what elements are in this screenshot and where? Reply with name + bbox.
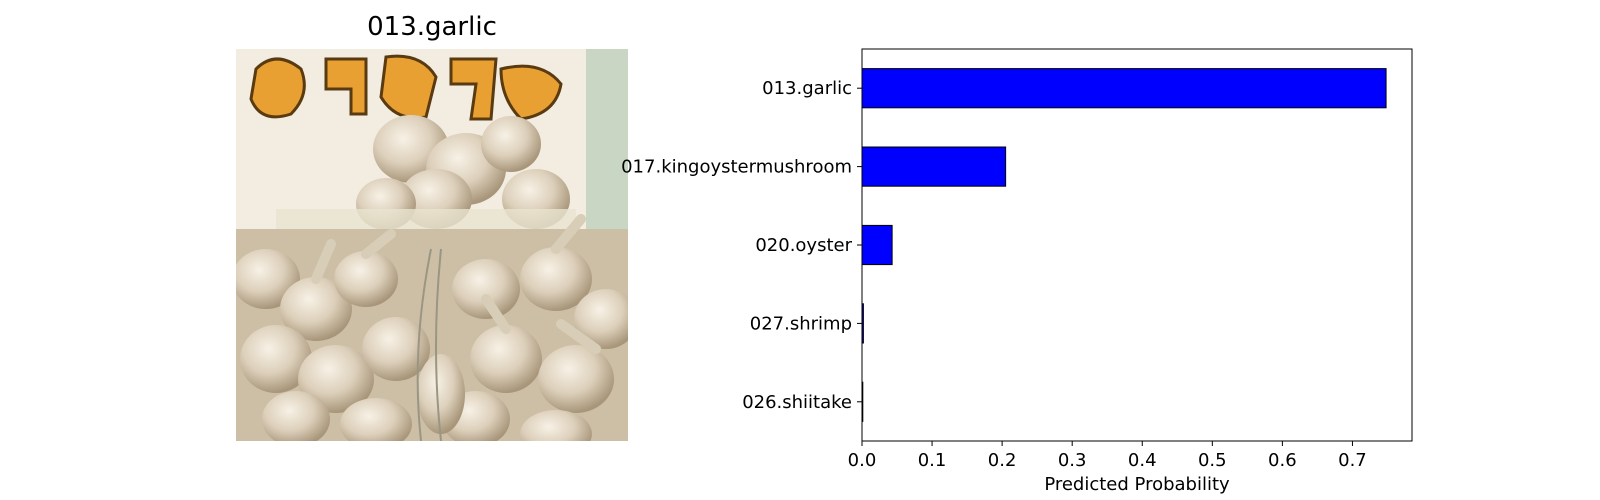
y-tick-label: 026.shiitake — [742, 392, 852, 413]
image-title: 013.garlic — [367, 12, 497, 42]
bar-017.kingoystermushroom — [861, 146, 1007, 187]
x-tick-label: 0.3 — [1058, 450, 1087, 471]
x-tick-label: 0.4 — [1128, 450, 1157, 471]
x-tick-label: 0.2 — [988, 450, 1017, 471]
x-axis-label: Predicted Probability — [1044, 474, 1230, 495]
y-tick-label: 017.kingoystermushroom — [621, 157, 852, 178]
y-tick-label: 020.oyster — [755, 235, 852, 256]
bar-020.oyster — [861, 224, 893, 266]
garlic-photo — [236, 49, 628, 441]
x-tick-label: 0.5 — [1198, 450, 1227, 471]
x-tick-label: 0.1 — [918, 450, 947, 471]
x-tick-label: 0.6 — [1268, 450, 1297, 471]
bar-013.garlic — [861, 68, 1387, 109]
x-tick-label: 0.7 — [1338, 450, 1367, 471]
y-tick-label: 027.shrimp — [750, 313, 852, 334]
y-tick-label: 013.garlic — [762, 78, 852, 99]
x-tick-label: 0.0 — [848, 450, 877, 471]
